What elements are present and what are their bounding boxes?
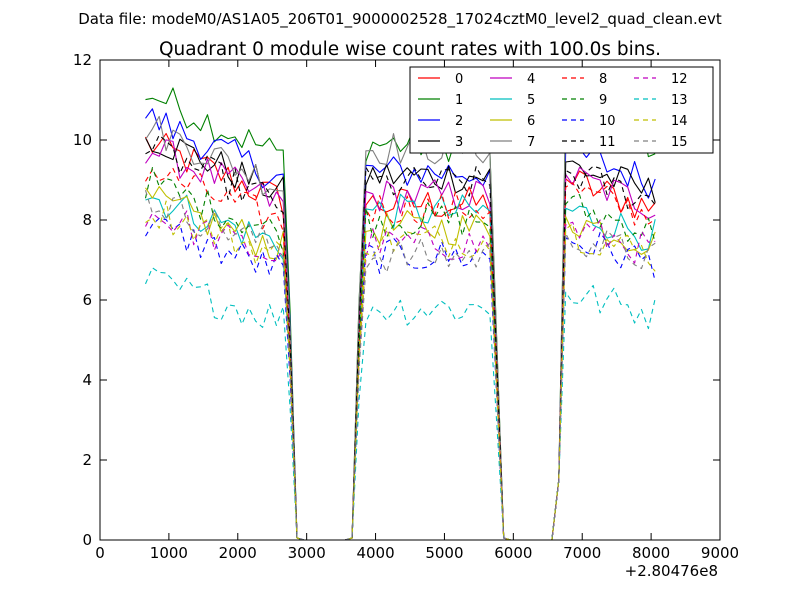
x-tick-label: 7000 — [563, 544, 601, 562]
legend-label-0: 0 — [455, 72, 463, 87]
legend-box — [409, 66, 714, 154]
legend-label-10: 10 — [599, 114, 616, 129]
legend-label-1: 1 — [455, 93, 463, 108]
series-line-13 — [144, 267, 656, 541]
series-line-9 — [144, 167, 656, 541]
series-line-14 — [145, 200, 656, 541]
series-line-4 — [145, 139, 656, 541]
x-tick-label: 9000 — [701, 544, 739, 562]
legend-label-7: 7 — [527, 135, 535, 150]
legend-label-5: 5 — [527, 93, 535, 108]
series-line-8 — [145, 167, 656, 541]
legend-label-6: 6 — [527, 114, 535, 129]
y-tick-label: 12 — [73, 51, 92, 69]
y-tick-label: 6 — [82, 291, 92, 309]
chart-title: Quadrant 0 module wise count rates with … — [159, 39, 661, 60]
legend-label-8: 8 — [599, 72, 607, 87]
series-line-10 — [145, 217, 656, 541]
x-tick-label: 5000 — [425, 544, 463, 562]
y-tick-label: 0 — [82, 531, 92, 549]
x-tick-label: 1000 — [150, 544, 188, 562]
y-tick-label: 8 — [82, 211, 92, 229]
legend-label-11: 11 — [599, 135, 616, 150]
legend-label-15: 15 — [671, 135, 688, 150]
y-tick-label: 4 — [82, 371, 92, 389]
legend-label-13: 13 — [671, 93, 688, 108]
series-line-5 — [145, 193, 656, 541]
legend-label-12: 12 — [671, 72, 688, 87]
x-tick-label: 0 — [95, 544, 105, 562]
x-tick-label: 6000 — [494, 544, 532, 562]
x-tick-label: 3000 — [288, 544, 326, 562]
series-line-6 — [145, 186, 656, 541]
series-line-12 — [145, 210, 656, 541]
y-tick-label: 2 — [82, 451, 92, 469]
x-offset-label: +2.80476e8 — [625, 562, 718, 580]
legend-label-14: 14 — [671, 114, 688, 129]
legend-label-2: 2 — [455, 114, 463, 129]
ticks-layer: 0 1000 2000 3000 4000 5000 6000 7000 8000 9000 0 2 4… — [73, 51, 739, 562]
suptitle: Data file: modeM0/AS1A05_206T01_90000025… — [78, 10, 722, 29]
legend-label-3: 3 — [455, 135, 463, 150]
plot-area: 0 1000 2000 3000 4000 5000 6000 7000 8000 9000 0 2 4… — [73, 51, 739, 562]
series-line-11 — [145, 134, 656, 541]
x-tick-label: 2000 — [219, 544, 257, 562]
legend-label-4: 4 — [527, 72, 535, 87]
x-tick-label: 8000 — [632, 544, 670, 562]
y-tick-label: 10 — [73, 131, 92, 149]
legend-label-9: 9 — [599, 93, 607, 108]
series-line-3 — [145, 137, 656, 541]
x-tick-label: 4000 — [356, 544, 394, 562]
